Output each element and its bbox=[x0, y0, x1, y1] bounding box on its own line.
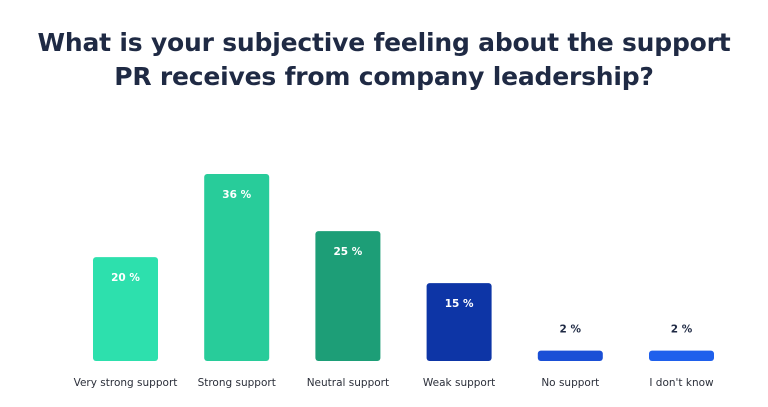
category-label-4: No support bbox=[541, 377, 599, 389]
chart-title-line-2: PR receives from company leadership? bbox=[114, 62, 654, 91]
bar-4 bbox=[537, 350, 603, 361]
bar-value-label-5: 2 % bbox=[671, 324, 693, 336]
bar-value-label-4: 2 % bbox=[560, 324, 582, 336]
bar-value-label-0: 20 % bbox=[111, 272, 140, 284]
category-label-2: Neutral support bbox=[307, 377, 389, 389]
bar-value-label-1: 36 % bbox=[222, 189, 251, 201]
bar-value-label-3: 15 % bbox=[445, 298, 474, 310]
chart-title-line-1: What is your subjective feeling about th… bbox=[37, 28, 731, 57]
category-label-5: I don't know bbox=[649, 377, 714, 389]
category-label-0: Very strong support bbox=[74, 377, 178, 389]
bar-0 bbox=[93, 257, 158, 361]
chart-title: What is your subjective feeling about th… bbox=[0, 26, 768, 94]
bar-value-label-2: 25 % bbox=[334, 246, 363, 258]
bar-5 bbox=[649, 350, 714, 361]
bar-2 bbox=[315, 231, 381, 361]
bar-3 bbox=[426, 283, 492, 361]
category-label-3: Weak support bbox=[423, 377, 495, 389]
bar-1 bbox=[204, 174, 270, 361]
category-label-1: Strong support bbox=[198, 377, 276, 389]
